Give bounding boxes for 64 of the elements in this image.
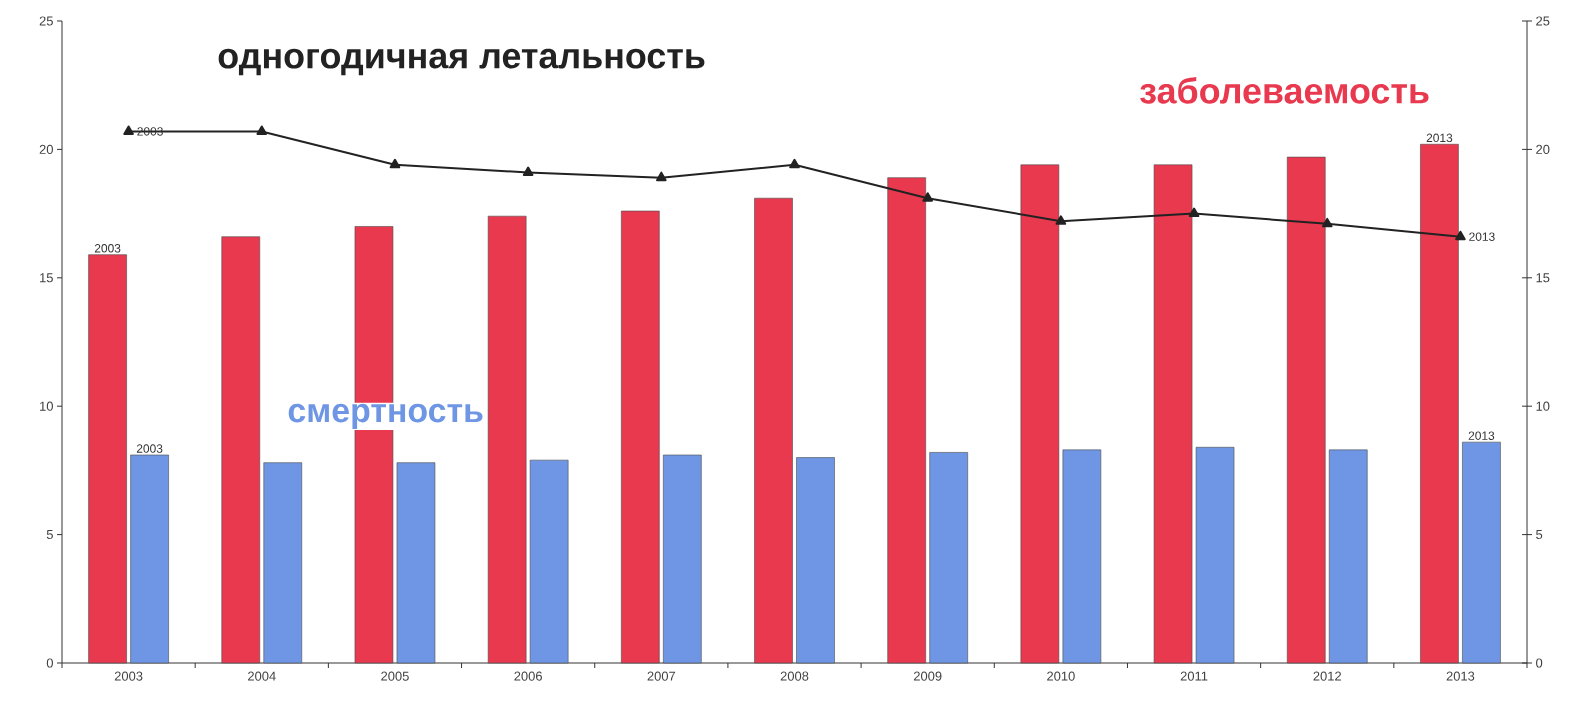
bar [1328, 449, 1368, 664]
bar [663, 454, 702, 664]
bar [754, 197, 793, 664]
bar [1020, 164, 1060, 664]
bar [1062, 449, 1102, 664]
y-tick-label: 20 [39, 144, 53, 154]
y-tick-label: 10 [40, 401, 53, 411]
point [389, 158, 401, 169]
x-tick-label: 2006 [514, 671, 542, 681]
point [789, 158, 800, 169]
y-tick-label: 5 [46, 530, 53, 540]
point [256, 125, 268, 135]
annotation: 2013 [1469, 232, 1495, 241]
annotation: 2003 [137, 127, 163, 136]
x-tick-label: 2013 [1446, 671, 1475, 681]
x-tick-label: 2008 [780, 671, 809, 681]
series-label: одногодичная летальность [218, 48, 705, 76]
y2-tick-label: 10 [1536, 401, 1550, 411]
y-tick-label: 15 [40, 273, 53, 283]
y-tick-label: 0 [46, 658, 53, 668]
bar [487, 215, 527, 664]
annotation: 2013 [1468, 431, 1495, 440]
bar [1420, 143, 1459, 664]
y2-tick-label: 25 [1536, 16, 1550, 26]
y-tick-label: 25 [39, 16, 53, 26]
x-tick-label: 2011 [1180, 671, 1208, 681]
bar [88, 254, 127, 664]
point [522, 166, 534, 176]
bar [1195, 446, 1235, 664]
bar [130, 454, 169, 664]
series-label: смертность [288, 403, 483, 430]
bar [887, 177, 926, 664]
point [123, 125, 134, 135]
bar [221, 236, 261, 664]
bar [1462, 441, 1501, 664]
y2-tick-label: 0 [1536, 658, 1543, 668]
point [1321, 217, 1333, 228]
annotation: 2003 [94, 244, 121, 253]
series-label: заболеваемость [1140, 77, 1429, 104]
bar [621, 210, 660, 664]
bar [1286, 156, 1326, 664]
x-tick-label: 2010 [1047, 671, 1075, 681]
bar [529, 459, 569, 664]
bar [1153, 164, 1193, 664]
x-tick-label: 2012 [1313, 671, 1341, 681]
annotation: 2003 [136, 444, 163, 453]
point [656, 171, 667, 182]
bar [796, 457, 835, 664]
x-tick-label: 2005 [381, 671, 409, 681]
point [922, 192, 933, 202]
x-tick-label: 2009 [913, 671, 942, 681]
point [1455, 230, 1466, 241]
x-tick-label: 2007 [647, 671, 676, 681]
point [1188, 207, 1200, 218]
y2-tick-label: 20 [1536, 144, 1550, 154]
x-tick-label: 2003 [114, 671, 143, 681]
bar [929, 452, 968, 664]
annotation: 2013 [1426, 133, 1453, 143]
point [1055, 215, 1067, 225]
bar [263, 462, 303, 664]
x-tick-label: 2004 [248, 671, 276, 681]
bar [396, 462, 436, 664]
y2-tick-label: 15 [1536, 273, 1550, 283]
y2-tick-label: 5 [1536, 530, 1543, 540]
